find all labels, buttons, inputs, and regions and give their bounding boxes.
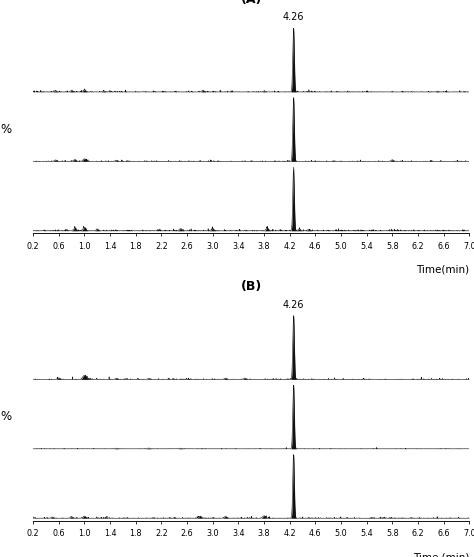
Text: 4.26: 4.26 xyxy=(283,300,304,310)
Text: %: % xyxy=(0,123,11,136)
Text: Time(min): Time(min) xyxy=(416,265,469,275)
Text: Time (min): Time (min) xyxy=(413,552,469,557)
Text: 4.26: 4.26 xyxy=(283,12,304,22)
Text: %: % xyxy=(0,410,11,423)
Text: (B): (B) xyxy=(241,280,262,293)
Text: (A): (A) xyxy=(240,0,262,6)
